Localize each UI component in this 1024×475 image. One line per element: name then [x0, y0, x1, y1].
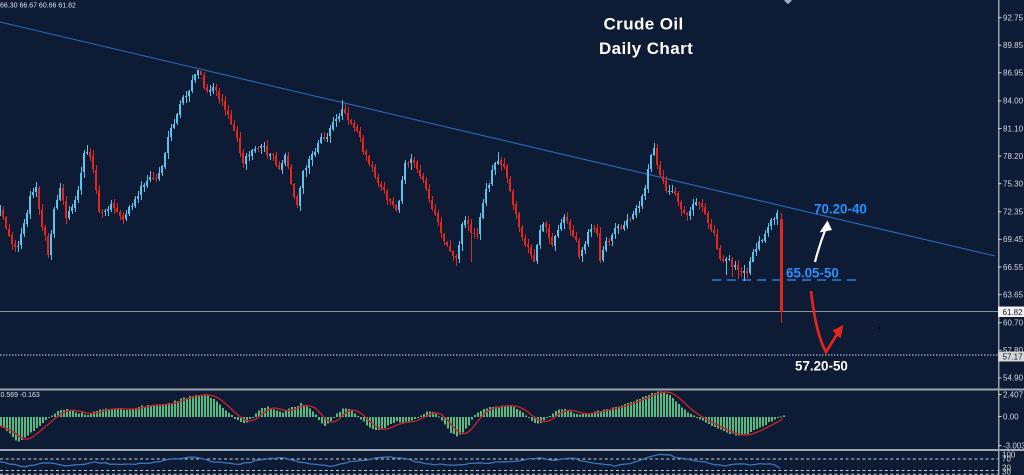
- svg-text:54.90: 54.90: [1003, 374, 1024, 383]
- svg-text:92.75: 92.75: [1003, 13, 1024, 22]
- svg-text:57.17: 57.17: [1003, 353, 1024, 362]
- svg-text:57.20-50: 57.20-50: [795, 359, 848, 374]
- svg-text:57.80: 57.80: [1003, 346, 1024, 355]
- svg-text:70: 70: [1002, 455, 1011, 464]
- svg-text:75.30: 75.30: [1003, 180, 1024, 189]
- svg-text:20: 20: [1002, 464, 1011, 473]
- svg-text:-3.003: -3.003: [1003, 441, 1024, 450]
- svg-text:2.407: 2.407: [1003, 390, 1024, 399]
- svg-text:66.55: 66.55: [1003, 263, 1024, 272]
- svg-text:86.95: 86.95: [1003, 69, 1024, 78]
- svg-text:66.30 66.67 60.66 61.82: 66.30 66.67 60.66 61.82: [0, 2, 76, 9]
- svg-text:61.82: 61.82: [1003, 308, 1024, 317]
- svg-text:60.70: 60.70: [1003, 319, 1024, 328]
- svg-text:81.10: 81.10: [1003, 124, 1024, 133]
- svg-text:69.45: 69.45: [1003, 235, 1024, 244]
- svg-text:100: 100: [1002, 451, 1016, 460]
- svg-text:78.20: 78.20: [1003, 152, 1024, 161]
- svg-text:89.85: 89.85: [1003, 41, 1024, 50]
- svg-text:63.65: 63.65: [1003, 290, 1024, 299]
- svg-text:30: 30: [1002, 468, 1011, 475]
- svg-text:Crude Oil: Crude Oil: [604, 15, 684, 34]
- svg-text:0.569 -0.163: 0.569 -0.163: [1, 392, 40, 399]
- svg-text:70.20-40: 70.20-40: [814, 201, 867, 216]
- svg-text:84.00: 84.00: [1003, 97, 1024, 106]
- svg-text:72.35: 72.35: [1003, 208, 1024, 217]
- svg-text:Daily Chart: Daily Chart: [599, 39, 693, 58]
- svg-text:65.05-50: 65.05-50: [786, 265, 839, 280]
- svg-text:0.00: 0.00: [1003, 412, 1019, 421]
